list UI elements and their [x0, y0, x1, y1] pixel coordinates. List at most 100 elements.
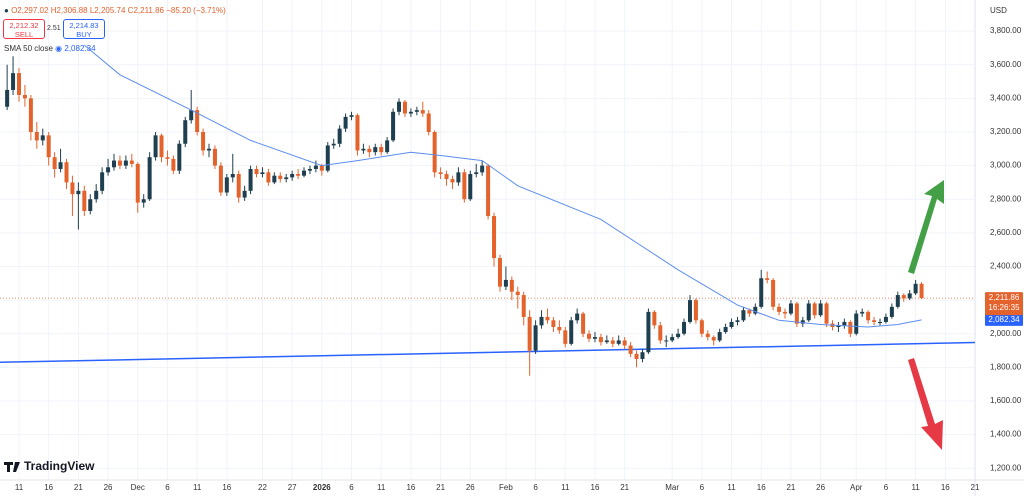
- candle-body: [723, 327, 728, 333]
- candle-body: [480, 165, 485, 173]
- candle-body: [123, 160, 128, 166]
- candle-body: [420, 110, 425, 114]
- symbol-icon: ●: [4, 6, 9, 15]
- sell-button[interactable]: 2,212.32 SELL: [3, 19, 45, 39]
- candle-body: [296, 174, 301, 176]
- candle-body: [361, 148, 366, 151]
- candle-body: [450, 179, 455, 183]
- candle-body: [860, 311, 865, 314]
- candle-body: [866, 311, 871, 321]
- x-tick-label: 11: [193, 483, 202, 492]
- x-tick-label: 11: [911, 483, 920, 492]
- candle-body: [141, 199, 146, 203]
- x-tick-label: 2026: [313, 483, 331, 492]
- candle-body: [426, 113, 431, 132]
- candle-body: [539, 316, 544, 326]
- candle-body: [664, 340, 669, 342]
- candle-body: [135, 163, 140, 203]
- open: O2,297.02: [11, 6, 49, 15]
- sell-label: SELL: [14, 30, 34, 39]
- candle-body: [100, 172, 105, 191]
- candle-body: [379, 147, 384, 153]
- buy-button[interactable]: 2,214.83 BUY: [63, 19, 105, 39]
- brand-logo: TradingView: [4, 459, 95, 473]
- candle-body: [391, 111, 396, 141]
- x-tick-label: 27: [288, 483, 297, 492]
- candle-body: [438, 172, 443, 175]
- candle-body: [183, 120, 188, 144]
- candle-body: [367, 148, 372, 153]
- buy-price: 2,214.83: [69, 21, 99, 30]
- candle-body: [765, 278, 770, 280]
- candle-body: [248, 168, 253, 191]
- price-box: [985, 292, 1023, 316]
- candle-body: [290, 174, 295, 178]
- candle-body: [40, 135, 45, 141]
- candle-body: [236, 174, 241, 198]
- grid: [0, 0, 976, 480]
- y-tick-label: 2,000.00: [990, 329, 1022, 338]
- candle-body: [94, 190, 99, 200]
- candle-body: [759, 278, 764, 307]
- sma-name: SMA 50 close: [4, 44, 53, 53]
- candle-body: [782, 311, 787, 314]
- candle-body: [153, 135, 158, 158]
- candle-body: [373, 147, 378, 153]
- candle-body: [307, 168, 312, 171]
- x-tick-label: 6: [533, 483, 538, 492]
- candle-body: [22, 94, 27, 99]
- candle-body: [705, 333, 710, 338]
- candle-body: [711, 337, 716, 341]
- candle-body: [486, 165, 491, 217]
- candle-body: [693, 300, 698, 321]
- candle-body: [212, 148, 217, 166]
- x-tick-label: Apr: [850, 483, 863, 492]
- sma-value: 2,082.34: [64, 44, 96, 53]
- candle-body: [58, 162, 63, 169]
- candle-body: [806, 303, 811, 321]
- candle-body: [771, 279, 776, 307]
- candle-body: [569, 320, 574, 344]
- y-tick-label: 2,600.00: [990, 228, 1022, 237]
- x-tick-label: 16: [44, 483, 53, 492]
- candle-body: [575, 313, 580, 321]
- candle-body: [634, 353, 639, 359]
- close: C2,211.86: [127, 6, 164, 15]
- candle-body: [503, 279, 508, 287]
- candle-body: [557, 327, 562, 331]
- candle-body: [408, 111, 413, 114]
- sma-legend: SMA 50 close ◉ 2,082.34: [4, 44, 96, 53]
- candle-body: [165, 157, 170, 159]
- price-label: 2,211.86: [989, 293, 1020, 302]
- candle-body: [610, 340, 615, 344]
- candle-body: [521, 295, 526, 317]
- candle-body: [670, 337, 675, 341]
- candle-body: [682, 321, 687, 334]
- candle-body: [106, 167, 111, 173]
- x-tick-label: 21: [436, 483, 445, 492]
- x-tick-label: 6: [884, 483, 889, 492]
- candle-body: [218, 165, 223, 193]
- candle-body: [919, 283, 924, 299]
- candle-body: [325, 145, 330, 171]
- x-tick-label: 26: [104, 483, 113, 492]
- candle-body: [735, 320, 740, 322]
- y-tick-label: 2,800.00: [990, 194, 1022, 203]
- candle-body: [147, 157, 152, 200]
- x-tick-label: 16: [222, 483, 231, 492]
- x-tick-label: Mar: [665, 483, 679, 492]
- x-tick-label: 21: [620, 483, 629, 492]
- candle-body: [319, 165, 324, 171]
- candle-body: [189, 110, 194, 121]
- candle-body: [652, 311, 657, 326]
- candle-body: [385, 140, 390, 153]
- candle-body: [872, 320, 877, 322]
- candle-body: [159, 135, 164, 158]
- y-tick-label: 3,600.00: [990, 60, 1022, 69]
- candle-body: [527, 316, 532, 351]
- ohlc-legend: ● O2,297.02 H2,306.88 L2,205.74 C2,211.8…: [4, 6, 226, 15]
- candle-body: [777, 306, 782, 312]
- candle-body: [687, 300, 692, 322]
- candle-body: [883, 316, 888, 322]
